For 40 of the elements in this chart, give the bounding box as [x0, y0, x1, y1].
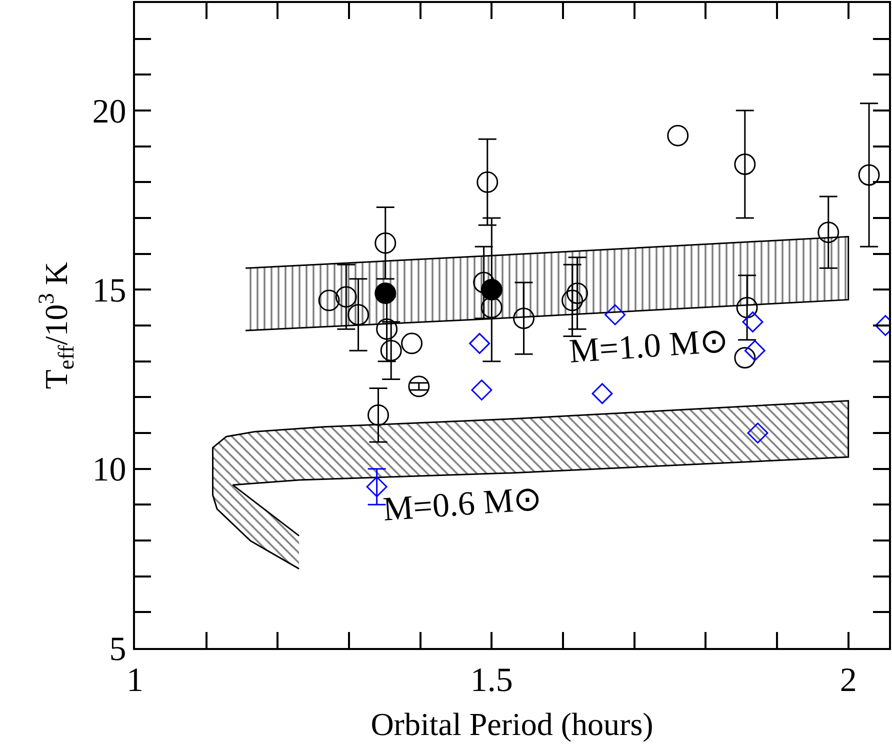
point	[376, 318, 398, 340]
y-tick-label: 10	[92, 452, 126, 489]
point	[374, 282, 396, 304]
point	[480, 278, 502, 300]
x-axis-title: Orbital Period (hours)	[370, 706, 654, 742]
point	[513, 308, 535, 330]
point	[408, 376, 430, 398]
point	[471, 380, 492, 400]
x-tick-label: 2	[840, 662, 857, 699]
point	[473, 272, 495, 294]
point	[401, 332, 423, 354]
point	[476, 171, 498, 193]
point	[734, 347, 756, 368]
point	[566, 282, 588, 304]
point	[348, 304, 370, 326]
point	[747, 422, 768, 444]
point	[604, 304, 626, 326]
y-tick-label: 15	[92, 272, 126, 310]
point	[368, 404, 389, 426]
y-tick-label: 5	[109, 630, 126, 668]
point	[469, 332, 490, 354]
point	[736, 296, 758, 318]
point	[744, 340, 766, 362]
point	[374, 232, 396, 254]
point	[592, 383, 613, 404]
annotation: M=1.0 M⊙	[568, 322, 729, 370]
annotation: M=0.6 M⊙	[382, 480, 543, 528]
point	[562, 290, 584, 312]
y-tick-label: 20	[92, 93, 126, 130]
point	[667, 124, 689, 146]
point	[858, 164, 880, 186]
point	[380, 340, 402, 362]
point	[335, 286, 357, 308]
point	[318, 290, 340, 312]
point	[734, 154, 756, 175]
x-tick-label: 1	[126, 662, 144, 699]
x-tick-label: 1.5	[470, 662, 513, 699]
point	[818, 222, 840, 244]
point	[480, 296, 502, 318]
point	[742, 311, 764, 332]
